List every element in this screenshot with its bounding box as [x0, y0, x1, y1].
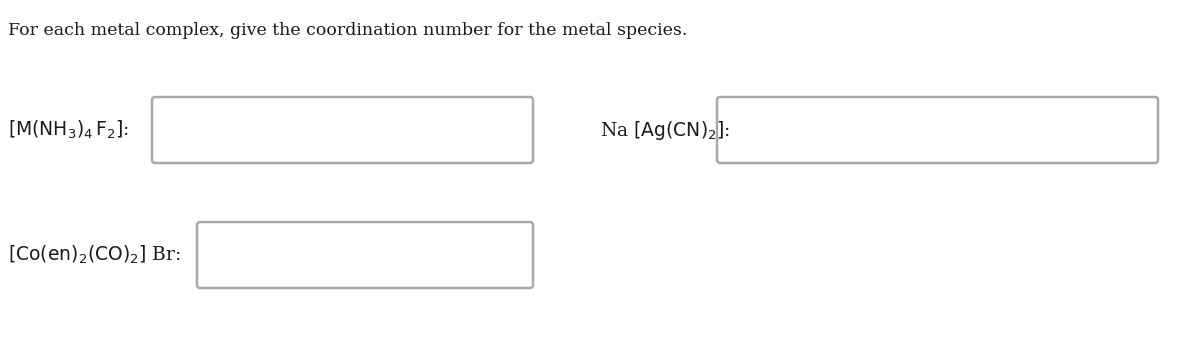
Text: $\left[\mathrm{Co(en)_2(CO)_2}\right]$ Br:: $\left[\mathrm{Co(en)_2(CO)_2}\right]$ B… — [8, 244, 181, 266]
Text: $\left[\mathrm{M(NH_3)_4\,F_2}\right]$:: $\left[\mathrm{M(NH_3)_4\,F_2}\right]$: — [8, 119, 130, 141]
FancyBboxPatch shape — [718, 97, 1158, 163]
FancyBboxPatch shape — [197, 222, 533, 288]
FancyBboxPatch shape — [152, 97, 533, 163]
Text: Na $\left[\mathrm{Ag(CN)_2}\right]$:: Na $\left[\mathrm{Ag(CN)_2}\right]$: — [600, 118, 730, 141]
Text: For each metal complex, give the coordination number for the metal species.: For each metal complex, give the coordin… — [8, 22, 688, 39]
